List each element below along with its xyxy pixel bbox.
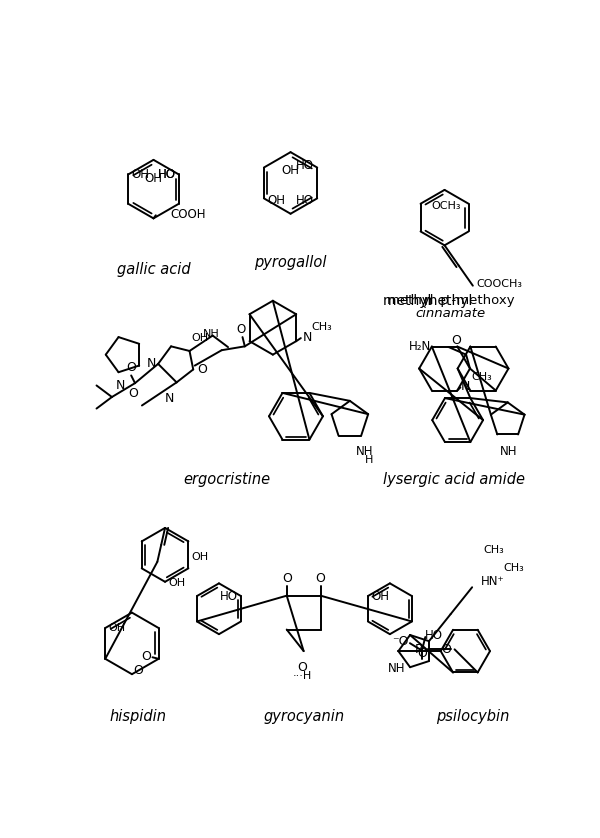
Text: O: O: [441, 643, 451, 656]
Text: P: P: [415, 643, 422, 656]
Text: OH: OH: [191, 552, 209, 562]
Text: O: O: [128, 387, 138, 401]
Text: OH: OH: [109, 623, 125, 633]
Text: CH₃: CH₃: [484, 545, 504, 555]
Text: OCH₃: OCH₃: [431, 201, 461, 211]
Text: OH: OH: [145, 172, 163, 185]
Text: HO: HO: [220, 590, 238, 603]
Text: O: O: [133, 664, 143, 677]
Text: OH: OH: [192, 334, 209, 344]
Text: H: H: [365, 455, 373, 465]
Text: O: O: [451, 334, 461, 347]
Text: gyrocyanin: gyrocyanin: [263, 709, 344, 724]
Text: NH: NH: [500, 445, 517, 458]
Text: O: O: [282, 572, 292, 585]
Text: O: O: [126, 361, 136, 374]
Text: N: N: [461, 380, 470, 393]
Text: N: N: [165, 391, 174, 405]
Text: NH: NH: [388, 662, 406, 675]
Text: HO: HO: [296, 194, 314, 207]
Text: N: N: [302, 331, 312, 344]
Text: HO: HO: [158, 168, 176, 181]
Text: HO: HO: [425, 629, 443, 642]
Text: methyl  p -methoxy: methyl p -methoxy: [387, 294, 515, 308]
Text: ergocristine: ergocristine: [183, 472, 270, 487]
Text: NH: NH: [356, 445, 374, 458]
Text: lysergic acid amide: lysergic acid amide: [383, 472, 525, 487]
Text: CH₃: CH₃: [503, 563, 524, 573]
Text: gallic acid: gallic acid: [116, 262, 190, 277]
Text: HN⁺: HN⁺: [481, 575, 505, 587]
Text: pyrogallol: pyrogallol: [254, 255, 327, 270]
Text: OH: OH: [168, 578, 185, 588]
Text: O: O: [141, 650, 151, 663]
Text: HO: HO: [158, 168, 176, 181]
Text: ⁻O: ⁻O: [392, 635, 409, 648]
Text: ···H: ···H: [292, 671, 312, 681]
Text: CH₃: CH₃: [311, 323, 332, 333]
Text: OH: OH: [371, 590, 389, 603]
Text: COOH: COOH: [170, 208, 206, 221]
Text: O: O: [197, 363, 207, 376]
Text: N: N: [116, 380, 125, 392]
Text: O: O: [236, 323, 245, 335]
Text: CH₃: CH₃: [471, 372, 492, 381]
Text: OH: OH: [267, 194, 285, 207]
Text: H₂N: H₂N: [409, 340, 431, 354]
Text: N: N: [146, 357, 156, 370]
Text: OH: OH: [281, 164, 299, 178]
Text: methyl: methyl: [383, 294, 436, 308]
Text: O: O: [316, 572, 326, 585]
Text: HO: HO: [296, 158, 314, 172]
Text: NH: NH: [203, 329, 220, 339]
Text: methyl: methyl: [424, 294, 477, 308]
Text: psilocybin: psilocybin: [436, 709, 510, 724]
Text: cinnamate: cinnamate: [416, 308, 486, 320]
Text: OH: OH: [131, 168, 149, 181]
Text: hispidin: hispidin: [110, 709, 167, 724]
Text: COOCH₃: COOCH₃: [476, 279, 523, 289]
Text: O: O: [417, 647, 427, 660]
Text: O: O: [297, 661, 307, 674]
